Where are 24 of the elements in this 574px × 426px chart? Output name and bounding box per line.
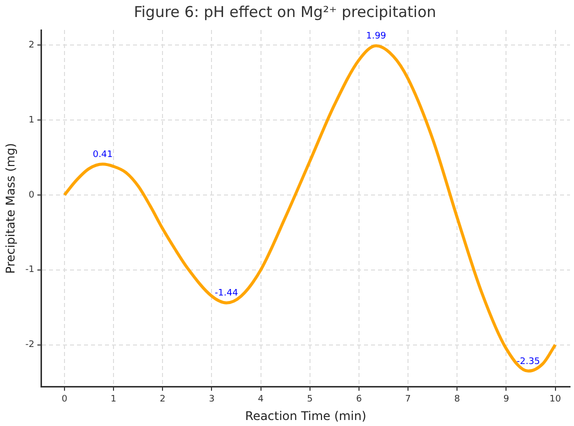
x-tick-label: 0 [62,394,68,405]
x-tick-label: 6 [356,394,362,405]
x-tick-label: 2 [160,394,166,405]
x-tick-label: 4 [258,394,264,405]
x-tick-label: 1 [110,394,116,405]
y-axis-title: Precipitate Mass (mg) [3,143,18,274]
annotation: -2.35 [516,356,540,367]
x-tick-label: 3 [208,394,215,405]
x-tick-label: 9 [503,394,510,405]
x-tick-label: 10 [550,394,562,405]
y-tick-label: -1 [25,265,34,276]
x-axis-title: Reaction Time (min) [245,408,366,423]
annotation: 0.41 [92,150,113,160]
y-tick-label: 0 [28,190,35,200]
annotation: -1.44 [214,288,238,299]
x-tick-label: 8 [454,394,460,405]
y-tick-label: 2 [28,40,34,50]
y-tick-label: -2 [25,340,34,350]
line-series [62,44,557,373]
x-tick-label: 7 [405,394,411,405]
chart-title: Figure 6: pH effect on Mg²⁺ precipitation [134,2,436,21]
x-tick-label: 5 [306,394,313,405]
y-tick-label: 1 [28,115,34,126]
annotation: 1.99 [366,32,386,42]
